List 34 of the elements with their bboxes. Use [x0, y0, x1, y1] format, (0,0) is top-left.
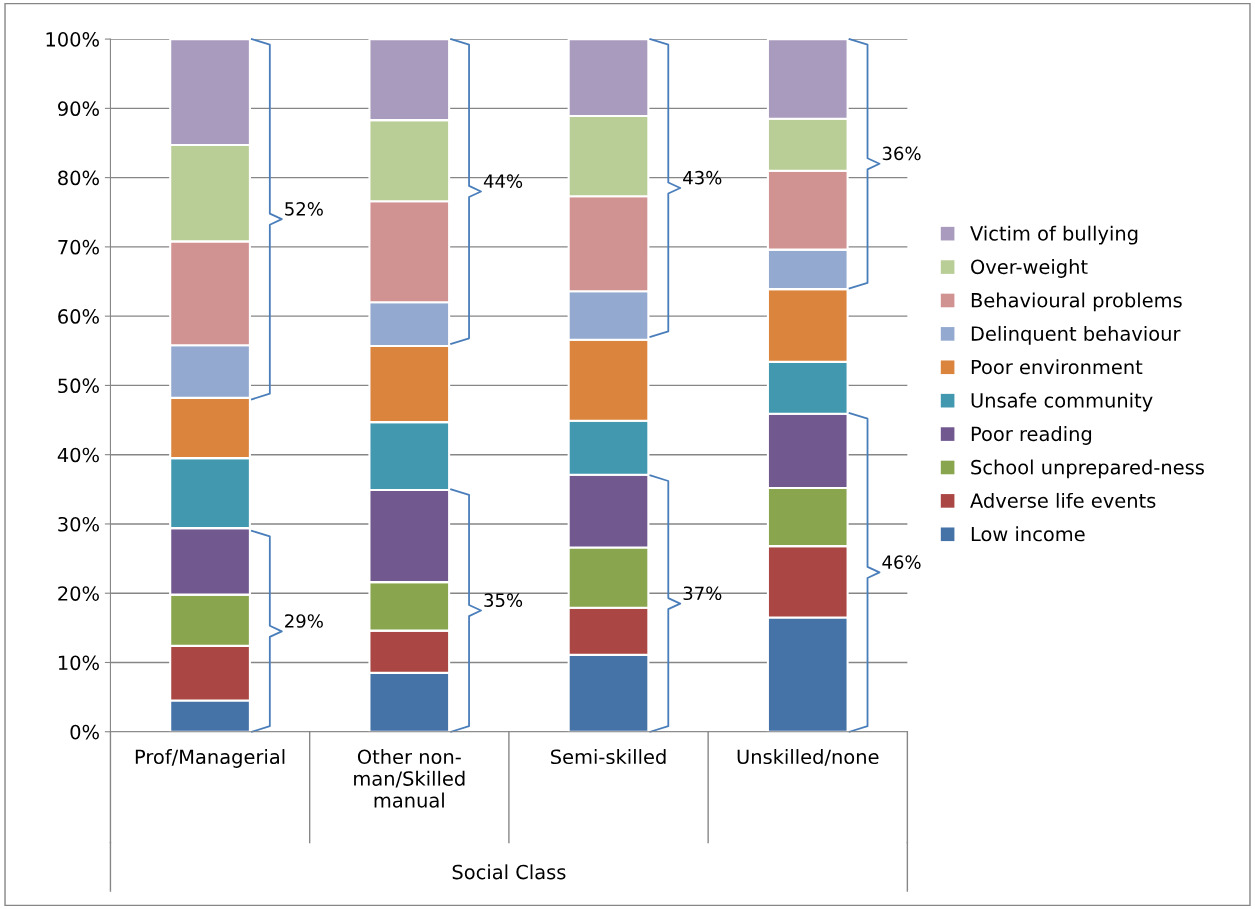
- annotation: 36%: [882, 146, 921, 161]
- x-tick-label: Other non- man/Skilled manual: [354, 749, 465, 808]
- legend-label: Poor reading: [971, 426, 1092, 445]
- annotation: 37%: [683, 586, 722, 601]
- x-axis-title: Social Class: [452, 864, 566, 880]
- x-tick-label: Unskilled/none: [737, 749, 879, 766]
- y-tick-label: 60%: [58, 309, 99, 324]
- annotation: 44%: [483, 174, 523, 188]
- x-tick-label: Semi-skilled: [551, 749, 666, 765]
- y-tick-label: 40%: [57, 447, 99, 463]
- annotation: 43%: [683, 170, 722, 185]
- y-tick-label: 90%: [58, 101, 99, 117]
- annotation: 35%: [484, 593, 523, 608]
- annotation: 29%: [285, 614, 323, 628]
- legend-label: Adverse life events: [970, 492, 1156, 508]
- annotation: 46%: [882, 555, 921, 569]
- legend-label: School unprepared-ness: [971, 459, 1204, 479]
- legend-label: Victim of bullying: [970, 225, 1138, 245]
- legend-label: Poor environment: [971, 359, 1143, 375]
- y-tick-label: 80%: [58, 170, 99, 186]
- y-tick-label: 10%: [58, 655, 99, 671]
- y-tick-label: 20%: [58, 586, 99, 601]
- legend-label: Low income: [971, 526, 1085, 542]
- legend-label: Delinquent behaviour: [971, 325, 1181, 345]
- legend-label: Over-weight: [971, 259, 1088, 278]
- y-tick-label: 50%: [58, 378, 99, 394]
- y-tick-label: 30%: [58, 516, 99, 532]
- y-tick-label: 100%: [46, 32, 99, 47]
- annotation: 52%: [285, 202, 323, 216]
- legend-label: Behavioural problems: [971, 292, 1182, 312]
- x-tick-label: Prof/Managerial: [135, 749, 285, 768]
- legend-label: Unsafe community: [971, 392, 1153, 412]
- y-tick-label: 0%: [70, 724, 99, 740]
- y-tick-label: 70%: [58, 239, 99, 255]
